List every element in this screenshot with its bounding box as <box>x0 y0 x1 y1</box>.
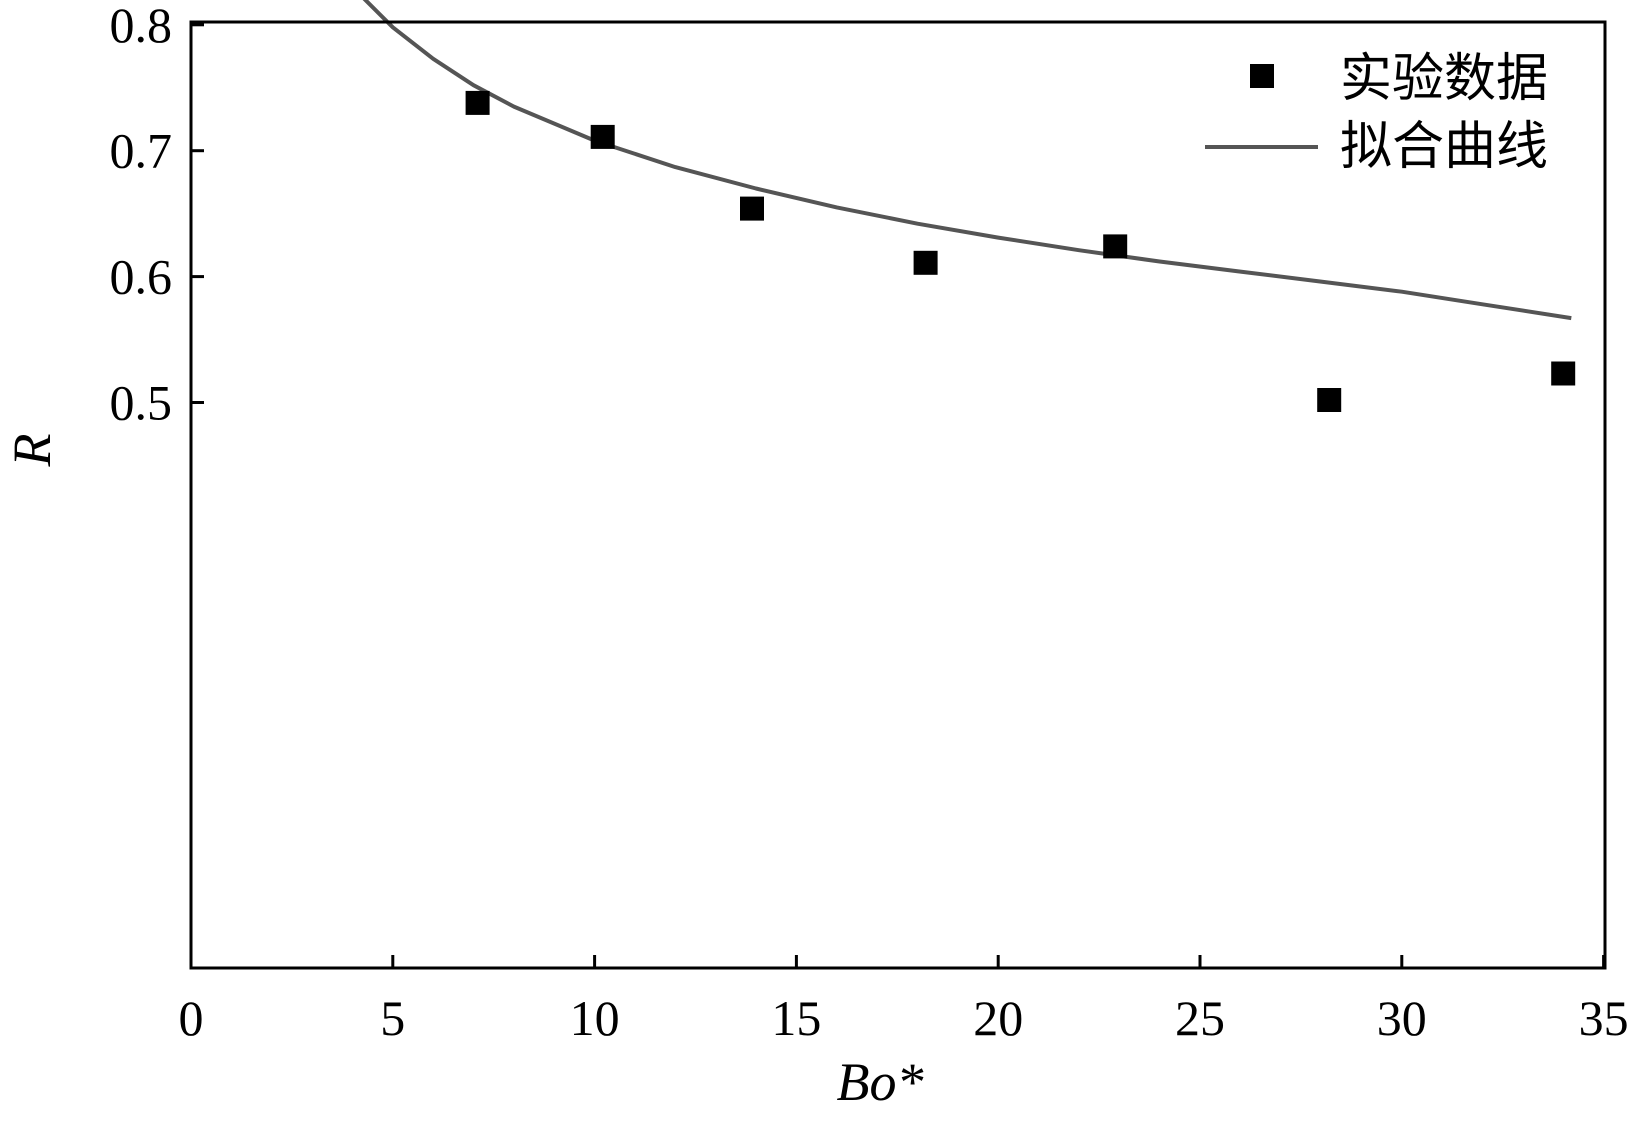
data-point <box>1551 361 1576 386</box>
data-point <box>913 250 938 275</box>
x-tick-label: 15 <box>771 990 821 1046</box>
data-point <box>590 124 615 149</box>
legend-label-fit: 拟合曲线 <box>1340 117 1548 177</box>
data-point <box>465 90 490 115</box>
x-tick-label: 0 <box>179 990 204 1046</box>
legend: 实验数据 拟合曲线 <box>1205 49 1548 177</box>
x-tick-label: 10 <box>570 990 620 1046</box>
fit-curve-layer <box>362 0 1572 321</box>
data-point <box>1103 234 1128 259</box>
data-points-layer <box>465 90 1576 412</box>
legend-label-experimental: 实验数据 <box>1340 49 1548 109</box>
plot-frame <box>189 20 1607 970</box>
x-tick-label: 30 <box>1377 990 1427 1046</box>
legend-marker-experimental <box>1250 64 1274 88</box>
y-tick-label: 0.5 <box>110 375 173 431</box>
ticks-layer <box>189 23 1606 968</box>
y-tick-label: 0.8 <box>110 0 173 53</box>
fit-curve <box>362 0 1572 321</box>
y-tick-label: 0.6 <box>110 249 173 305</box>
data-point <box>1317 388 1342 412</box>
data-point <box>740 196 764 221</box>
x-tick-label: 35 <box>1579 990 1629 1046</box>
x-tick-label: 5 <box>380 990 405 1046</box>
x-tick-label: 25 <box>1175 990 1225 1046</box>
x-axis-title: Bo* <box>837 1052 924 1112</box>
y-tick-label: 0.7 <box>110 123 173 179</box>
y-axis-title: R <box>2 434 62 468</box>
x-tick-label: 20 <box>973 990 1023 1046</box>
